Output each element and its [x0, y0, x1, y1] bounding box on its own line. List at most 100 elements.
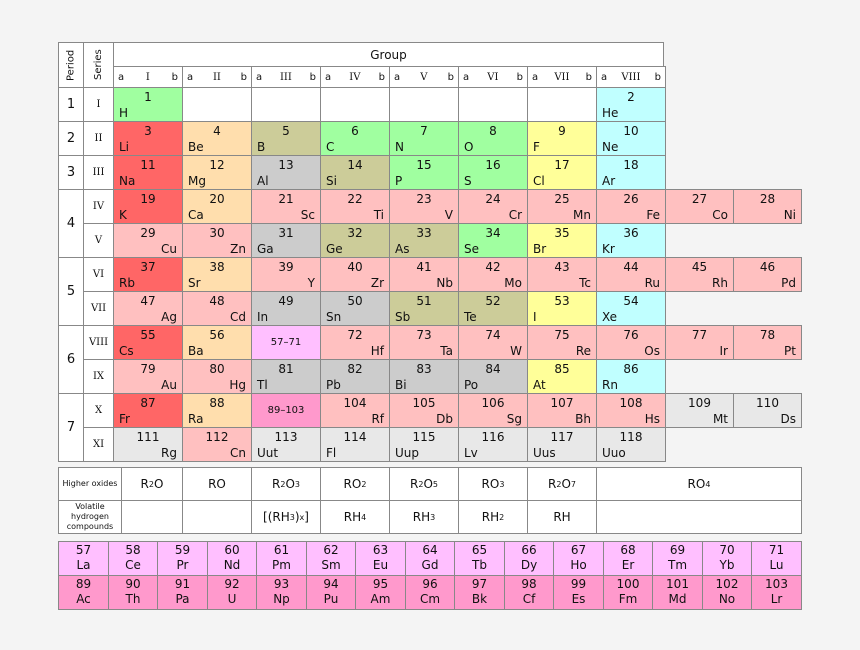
element-cell-cn[interactable]: 112 Cn: [182, 427, 252, 462]
element-cell-fe[interactable]: 26 Fe: [596, 189, 666, 224]
element-cell-rn[interactable]: 86 Rn: [596, 359, 666, 394]
element-cell-zr[interactable]: 40 Zr: [320, 257, 390, 292]
element-cell-ta[interactable]: 73 Ta: [389, 325, 459, 360]
element-cell-zn[interactable]: 30 Zn: [182, 223, 252, 258]
lanthanide-cell-gd[interactable]: 64 Gd: [405, 541, 455, 576]
element-cell-sg[interactable]: 106 Sg: [458, 393, 528, 428]
element-cell-he[interactable]: 2 He: [596, 87, 666, 122]
element-cell-ca[interactable]: 20 Ca: [182, 189, 252, 224]
element-cell-ge[interactable]: 32 Ge: [320, 223, 390, 258]
element-cell-li[interactable]: 3 Li: [113, 121, 183, 156]
element-cell-na[interactable]: 11 Na: [113, 155, 183, 190]
element-cell-p[interactable]: 15 P: [389, 155, 459, 190]
element-cell-te[interactable]: 52 Te: [458, 291, 528, 326]
actinide-cell-np[interactable]: 93 Np: [256, 575, 307, 610]
element-cell-co[interactable]: 27 Co: [665, 189, 734, 224]
element-cell-mn[interactable]: 25 Mn: [527, 189, 597, 224]
element-cell-ra[interactable]: 88 Ra: [182, 393, 252, 428]
element-cell-tc[interactable]: 43 Tc: [527, 257, 597, 292]
actinide-cell-cm[interactable]: 96 Cm: [405, 575, 455, 610]
element-cell-rb[interactable]: 37 Rb: [113, 257, 183, 292]
element-cell-ba[interactable]: 56 Ba: [182, 325, 252, 360]
element-cell-ag[interactable]: 47 Ag: [113, 291, 183, 326]
element-cell-ti[interactable]: 22 Ti: [320, 189, 390, 224]
element-cell-pd[interactable]: 46 Pd: [733, 257, 802, 292]
element-cell-xe[interactable]: 54 Xe: [596, 291, 666, 326]
element-cell-y[interactable]: 39 Y: [251, 257, 321, 292]
element-cell-range[interactable]: 89–103: [251, 393, 321, 428]
element-cell-cr[interactable]: 24 Cr: [458, 189, 528, 224]
element-cell-v[interactable]: 23 V: [389, 189, 459, 224]
element-cell-rh[interactable]: 45 Rh: [665, 257, 734, 292]
lanthanide-cell-nd[interactable]: 60 Nd: [207, 541, 257, 576]
actinide-cell-am[interactable]: 95 Am: [355, 575, 406, 610]
element-cell-pt[interactable]: 78 Pt: [733, 325, 802, 360]
lanthanide-cell-eu[interactable]: 63 Eu: [355, 541, 406, 576]
element-cell-uut[interactable]: 113 Uut: [251, 427, 321, 462]
element-cell-au[interactable]: 79 Au: [113, 359, 183, 394]
element-cell-hg[interactable]: 80 Hg: [182, 359, 252, 394]
element-cell-ru[interactable]: 44 Ru: [596, 257, 666, 292]
actinide-cell-u[interactable]: 92 U: [207, 575, 257, 610]
lanthanide-cell-pr[interactable]: 59 Pr: [157, 541, 208, 576]
actinide-cell-bk[interactable]: 97 Bk: [454, 575, 505, 610]
element-cell-rg[interactable]: 111 Rg: [113, 427, 183, 462]
element-cell-nb[interactable]: 41 Nb: [389, 257, 459, 292]
element-cell-k[interactable]: 19 K: [113, 189, 183, 224]
element-cell-mo[interactable]: 42 Mo: [458, 257, 528, 292]
element-cell-si[interactable]: 14 Si: [320, 155, 390, 190]
element-cell-sn[interactable]: 50 Sn: [320, 291, 390, 326]
element-cell-fr[interactable]: 87 Fr: [113, 393, 183, 428]
element-cell-hf[interactable]: 72 Hf: [320, 325, 390, 360]
actinide-cell-fm[interactable]: 100 Fm: [603, 575, 653, 610]
element-cell-kr[interactable]: 36 Kr: [596, 223, 666, 258]
lanthanide-cell-tm[interactable]: 69 Tm: [652, 541, 703, 576]
element-cell-cs[interactable]: 55 Cs: [113, 325, 183, 360]
lanthanide-cell-tb[interactable]: 65 Tb: [454, 541, 505, 576]
element-cell-br[interactable]: 35 Br: [527, 223, 597, 258]
lanthanide-cell-ho[interactable]: 67 Ho: [553, 541, 604, 576]
actinide-cell-cf[interactable]: 98 Cf: [504, 575, 554, 610]
element-cell-s[interactable]: 16 S: [458, 155, 528, 190]
element-cell-os[interactable]: 76 Os: [596, 325, 666, 360]
lanthanide-cell-sm[interactable]: 62 Sm: [306, 541, 356, 576]
element-cell-ne[interactable]: 10 Ne: [596, 121, 666, 156]
lanthanide-cell-pm[interactable]: 61 Pm: [256, 541, 307, 576]
element-cell-uup[interactable]: 115 Uup: [389, 427, 459, 462]
element-cell-bh[interactable]: 107 Bh: [527, 393, 597, 428]
element-cell-se[interactable]: 34 Se: [458, 223, 528, 258]
element-cell-w[interactable]: 74 W: [458, 325, 528, 360]
element-cell-as[interactable]: 33 As: [389, 223, 459, 258]
element-cell-uuo[interactable]: 118 Uuo: [596, 427, 666, 462]
actinide-cell-pa[interactable]: 91 Pa: [157, 575, 208, 610]
element-cell-rf[interactable]: 104 Rf: [320, 393, 390, 428]
element-cell-at[interactable]: 85 At: [527, 359, 597, 394]
element-cell-tl[interactable]: 81 Tl: [251, 359, 321, 394]
element-cell-fl[interactable]: 114 Fl: [320, 427, 390, 462]
element-cell-mg[interactable]: 12 Mg: [182, 155, 252, 190]
element-cell-be[interactable]: 4 Be: [182, 121, 252, 156]
element-cell-ga[interactable]: 31 Ga: [251, 223, 321, 258]
element-cell-range[interactable]: 57–71: [251, 325, 321, 360]
element-cell-uus[interactable]: 117 Uus: [527, 427, 597, 462]
actinide-cell-ac[interactable]: 89 Ac: [58, 575, 109, 610]
lanthanide-cell-la[interactable]: 57 La: [58, 541, 109, 576]
actinide-cell-pu[interactable]: 94 Pu: [306, 575, 356, 610]
actinide-cell-no[interactable]: 102 No: [702, 575, 752, 610]
element-cell-cl[interactable]: 17 Cl: [527, 155, 597, 190]
element-cell-al[interactable]: 13 Al: [251, 155, 321, 190]
element-cell-mt[interactable]: 109 Mt: [665, 393, 734, 428]
actinide-cell-md[interactable]: 101 Md: [652, 575, 703, 610]
element-cell-ds[interactable]: 110 Ds: [733, 393, 802, 428]
element-cell-ni[interactable]: 28 Ni: [733, 189, 802, 224]
element-cell-ar[interactable]: 18 Ar: [596, 155, 666, 190]
lanthanide-cell-dy[interactable]: 66 Dy: [504, 541, 554, 576]
element-cell-sc[interactable]: 21 Sc: [251, 189, 321, 224]
element-cell-sr[interactable]: 38 Sr: [182, 257, 252, 292]
element-cell-db[interactable]: 105 Db: [389, 393, 459, 428]
